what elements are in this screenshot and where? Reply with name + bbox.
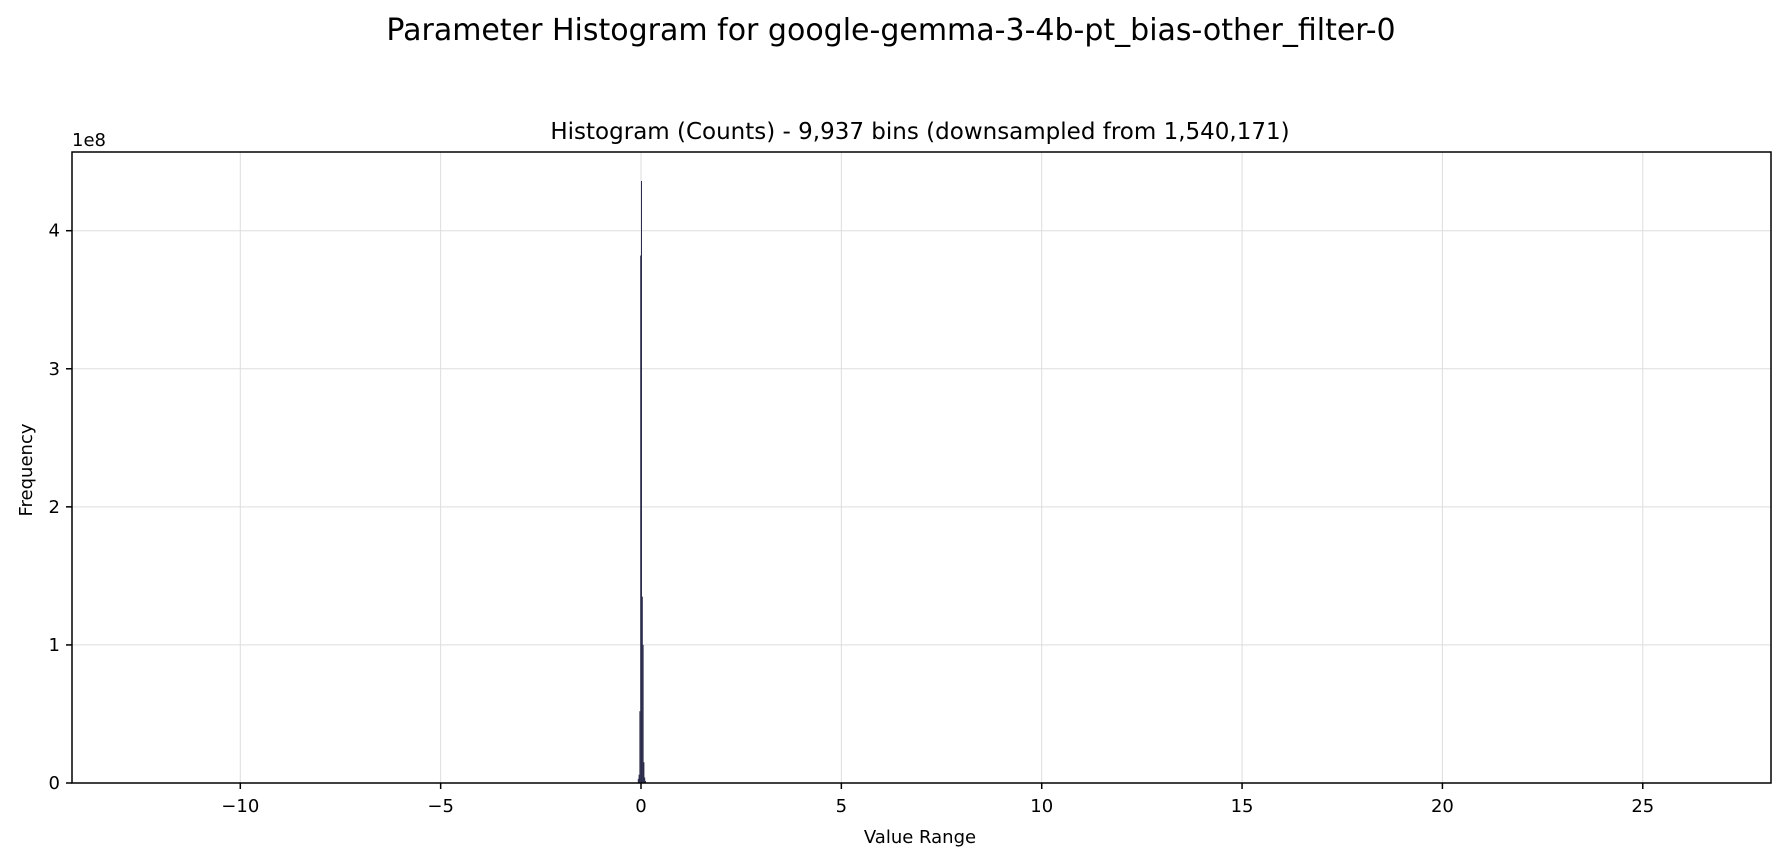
y-tick-label: 4 bbox=[49, 221, 60, 242]
histogram-bars bbox=[637, 180, 647, 784]
histogram-bar bbox=[637, 778, 639, 783]
y-offset-label: 1e8 bbox=[72, 130, 106, 151]
y-tick-label: 0 bbox=[49, 773, 60, 794]
histogram-bar bbox=[640, 255, 642, 784]
x-tick-label: 15 bbox=[1231, 796, 1254, 817]
x-tick-label: −10 bbox=[221, 796, 259, 817]
x-axis-ticks: −10 −5 0 5 10 15 20 25 bbox=[221, 783, 1654, 817]
y-tick-label: 1 bbox=[49, 635, 60, 656]
histogram-bar bbox=[645, 780, 647, 783]
grid-lines bbox=[72, 152, 1771, 784]
plot-frame bbox=[71, 151, 1772, 784]
y-axis-label: Frequency bbox=[16, 423, 37, 516]
x-tick-label: 20 bbox=[1431, 796, 1454, 817]
histogram-bar bbox=[643, 762, 645, 783]
chart-title: Parameter Histogram for google-gemma-3-4… bbox=[386, 13, 1395, 48]
y-tick-label: 2 bbox=[49, 497, 60, 518]
histogram-bar bbox=[642, 644, 644, 783]
histogram-bar bbox=[641, 180, 643, 784]
x-tick-label: −5 bbox=[427, 796, 454, 817]
histogram-bar bbox=[638, 774, 640, 783]
x-axis-label: Value Range bbox=[864, 827, 976, 848]
x-tick-label: 10 bbox=[1030, 796, 1053, 817]
chart-subtitle: Histogram (Counts) - 9,937 bins (downsam… bbox=[550, 119, 1289, 145]
histogram-bar bbox=[639, 711, 641, 783]
x-tick-label: 0 bbox=[635, 796, 646, 817]
x-tick-label: 25 bbox=[1631, 796, 1654, 817]
histogram-bar bbox=[641, 596, 643, 783]
y-tick-label: 3 bbox=[49, 359, 60, 380]
y-axis-ticks: 0 1 2 3 4 bbox=[49, 221, 72, 794]
x-tick-label: 5 bbox=[836, 796, 847, 817]
histogram-bar bbox=[644, 777, 646, 783]
